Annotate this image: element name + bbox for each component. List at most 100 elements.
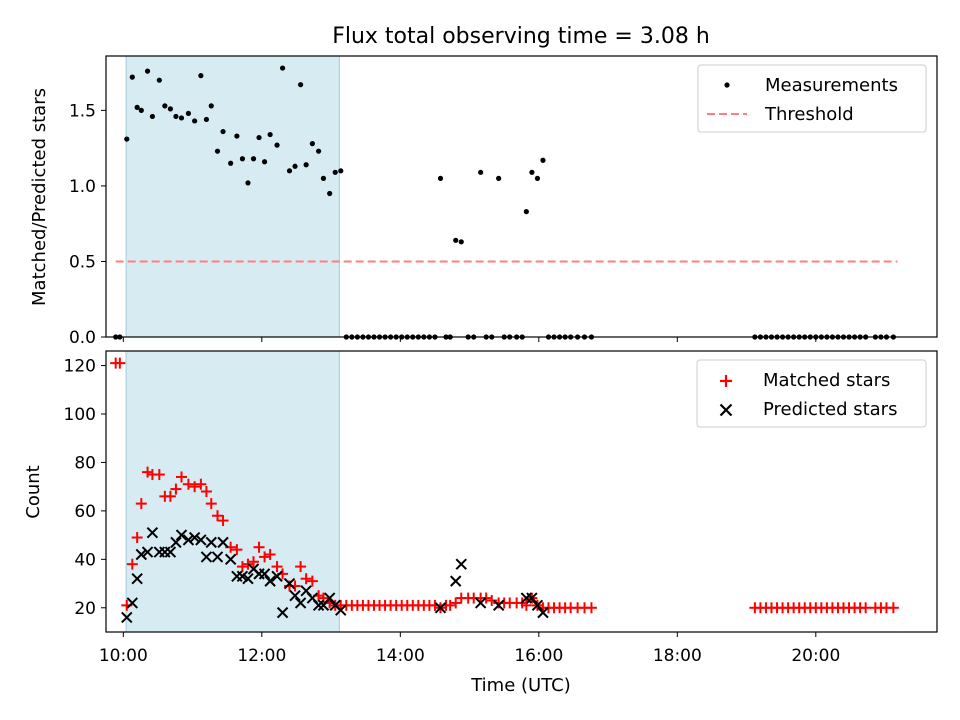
x-tick-label: 16:00 <box>514 646 563 666</box>
measurement-point <box>198 73 204 79</box>
matched-star-point <box>253 541 265 553</box>
predicted-star-point <box>531 599 544 612</box>
measurement-point <box>267 131 273 138</box>
predicted-star-point <box>264 575 276 587</box>
predicted-star-point <box>188 531 201 544</box>
bottom-axis-ticks: 10:00 12:00 14:00 16:00 18:00 20:00 20 40 60 80 10… <box>64 357 841 666</box>
measurement-point <box>529 169 535 175</box>
matched-star-point <box>170 483 182 495</box>
legend-measurements-marker <box>724 82 730 88</box>
measurement-point <box>214 148 221 154</box>
matched-star-point <box>248 556 260 568</box>
measurement-point <box>292 163 298 169</box>
predicted-star-point <box>492 599 505 612</box>
measurement-point <box>256 134 262 141</box>
measurement-point <box>453 237 459 243</box>
predicted-star-point <box>294 597 307 609</box>
measurement-point <box>338 168 344 174</box>
predicted-star-point <box>271 570 283 582</box>
measurement-point <box>156 77 162 83</box>
measurement-point <box>303 162 309 168</box>
predicted-star-point <box>276 606 289 619</box>
predicted-star-point <box>205 536 217 549</box>
predicted-star-point <box>146 526 159 539</box>
measurement-point <box>138 107 144 113</box>
predicted-star-point <box>323 592 336 604</box>
top-panel: 0.0 0.5 1.0 1.5 Matched/Predicted stars Mea… <box>29 55 938 348</box>
matched-star-point <box>182 478 194 490</box>
legend-measurements-label: Measurements <box>765 75 898 96</box>
measurement-point <box>234 133 240 139</box>
bottom-legend: Matched stars Predicted stars <box>696 359 927 428</box>
predicted-star-point <box>164 546 177 558</box>
measurement-point <box>220 128 226 135</box>
top-legend-box <box>697 64 927 133</box>
measurement-point <box>315 148 322 154</box>
measurement-point <box>239 156 246 162</box>
predicted-star-point <box>474 597 487 609</box>
measurement-point <box>478 169 484 175</box>
measurement-point <box>245 180 251 186</box>
matched-star-point <box>242 558 254 570</box>
predicted-star-point <box>312 599 325 612</box>
measurement-point <box>250 156 257 162</box>
measurement-point <box>458 239 464 245</box>
matched-star-point <box>259 551 271 563</box>
matched-star-point <box>264 548 276 560</box>
predicted-star-point <box>131 572 143 585</box>
matched-star-point <box>131 532 143 544</box>
bottom-y-tick-label: 120 <box>64 357 96 377</box>
bottom-plot-frame <box>105 350 938 633</box>
bottom-y-tick-label: 20 <box>74 599 96 619</box>
measurement-point <box>261 159 268 165</box>
bottom-y-tick-label: 60 <box>74 502 96 522</box>
matched-star-point <box>211 510 223 522</box>
measurement-point <box>332 169 338 175</box>
matched-star-point <box>520 599 532 611</box>
measurement-point <box>309 141 315 147</box>
matched-star-point <box>887 602 899 614</box>
x-tick-label: 12:00 <box>237 646 286 666</box>
predicted-star-point <box>450 575 462 587</box>
matched-star-point <box>114 357 126 369</box>
top-y-tick-label: 0.0 <box>69 328 96 348</box>
predicted-star-point <box>526 592 538 604</box>
bottom-shaded-region <box>125 350 340 633</box>
predicted-star-point <box>217 536 229 549</box>
matched-star-point <box>860 602 872 614</box>
measurement-point <box>162 103 168 109</box>
measurement-point <box>297 82 304 88</box>
count-points <box>110 357 899 624</box>
predicted-star-point <box>135 548 148 561</box>
measurement-point <box>134 104 140 110</box>
matched-star-point <box>189 481 201 493</box>
predicted-star-point <box>434 602 447 614</box>
matched-star-point <box>300 573 312 585</box>
predicted-star-point <box>224 553 237 566</box>
measurement-point <box>178 115 185 121</box>
bottom-y-tick-label: 40 <box>74 550 96 570</box>
matched-star-point <box>231 544 243 556</box>
predicted-star-point <box>211 551 224 563</box>
measurement-point <box>203 116 210 123</box>
chart-title: Flux total observing time = 3.08 h <box>332 24 710 49</box>
top-axis-ticks: 0.0 0.5 1.0 1.5 <box>69 101 817 348</box>
measurement-point <box>192 118 198 124</box>
predicted-star-point <box>175 529 188 541</box>
matched-star-point <box>585 602 597 614</box>
matched-star-point <box>205 498 217 510</box>
legend-matched-label: Matched stars <box>763 370 890 391</box>
predicted-star-point <box>258 568 271 580</box>
predicted-star-point <box>283 577 296 590</box>
legend-matched-marker <box>720 375 732 387</box>
top-plot-frame <box>105 55 938 338</box>
x-axis-label: Time (UTC) <box>470 675 571 696</box>
top-y-axis-label: Matched/Predicted stars <box>29 88 50 306</box>
measurement-point <box>540 157 546 163</box>
matched-star-point <box>480 592 492 604</box>
matched-star-point <box>164 490 176 502</box>
measurement-point <box>173 113 179 120</box>
top-y-tick-label: 1.0 <box>69 177 96 197</box>
legend-predicted-label: Predicted stars <box>763 399 897 420</box>
